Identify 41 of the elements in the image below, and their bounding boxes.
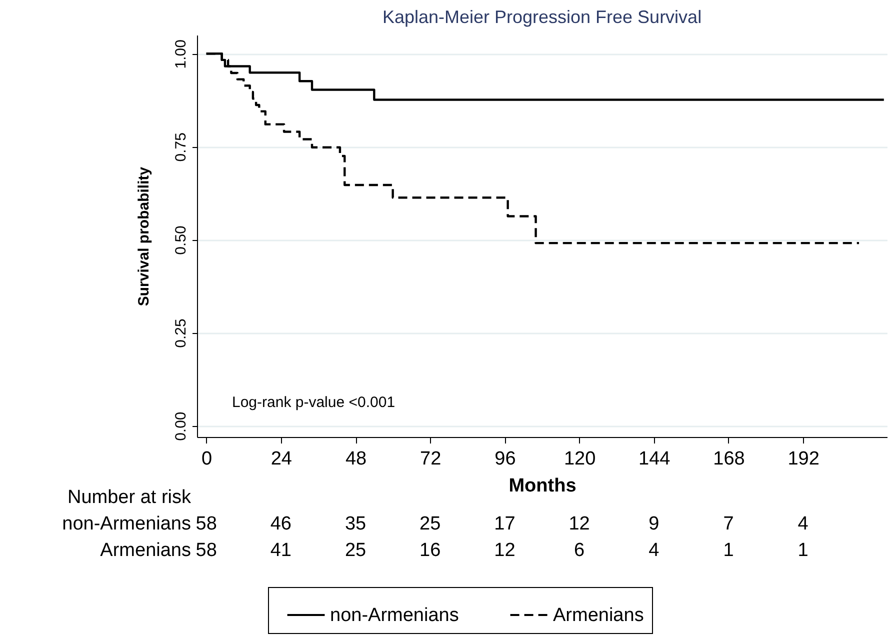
x-tick-label: 24 [270,448,292,470]
x-tick-label: 96 [494,448,516,470]
text: 4 [798,514,809,534]
text: 25 [344,540,366,561]
text: 16 [420,540,441,561]
text: 6 [574,540,585,561]
annotation: Log-rank p-value <0.001 [232,394,396,411]
text: 58 [196,540,217,561]
text: 41 [270,540,292,561]
x-tick-label: 168 [713,448,745,470]
text: Number at risk [67,487,192,508]
legend-label: non-Armenians [330,605,459,626]
text: 4 [648,540,660,561]
text: 12 [568,514,590,534]
chart-title: Kaplan-Meier Progression Free Survival [382,7,702,27]
y-tick-label: 0.00 [172,412,190,441]
text: 46 [270,514,292,534]
text: 1 [798,540,808,561]
x-tick-label: 72 [420,448,442,470]
text: Armenians [100,540,191,561]
x-tick-label: 144 [638,448,671,470]
text: 7 [723,514,734,534]
legend-label: Armenians [553,605,644,626]
text: 9 [648,514,660,534]
x-tick-label: 0 [202,448,212,470]
y-tick-label: 0.25 [172,318,190,348]
text: 12 [494,540,516,561]
text: 1 [723,540,734,561]
x-tick-label: 48 [345,448,367,470]
text: non-Armenians [62,514,191,534]
y-axis-title: Survival probability [136,166,152,306]
x-tick-label: 120 [564,448,596,470]
text: 17 [494,514,516,534]
text: 25 [420,514,441,534]
text: 58 [196,514,217,534]
y-tick-label: 1.00 [172,40,190,69]
text: 35 [344,514,366,534]
x-tick-label: 192 [788,448,820,470]
y-tick-label: 0.50 [172,226,190,255]
y-tick-label: 0.75 [172,132,190,162]
x-axis-title: Months [508,476,576,496]
